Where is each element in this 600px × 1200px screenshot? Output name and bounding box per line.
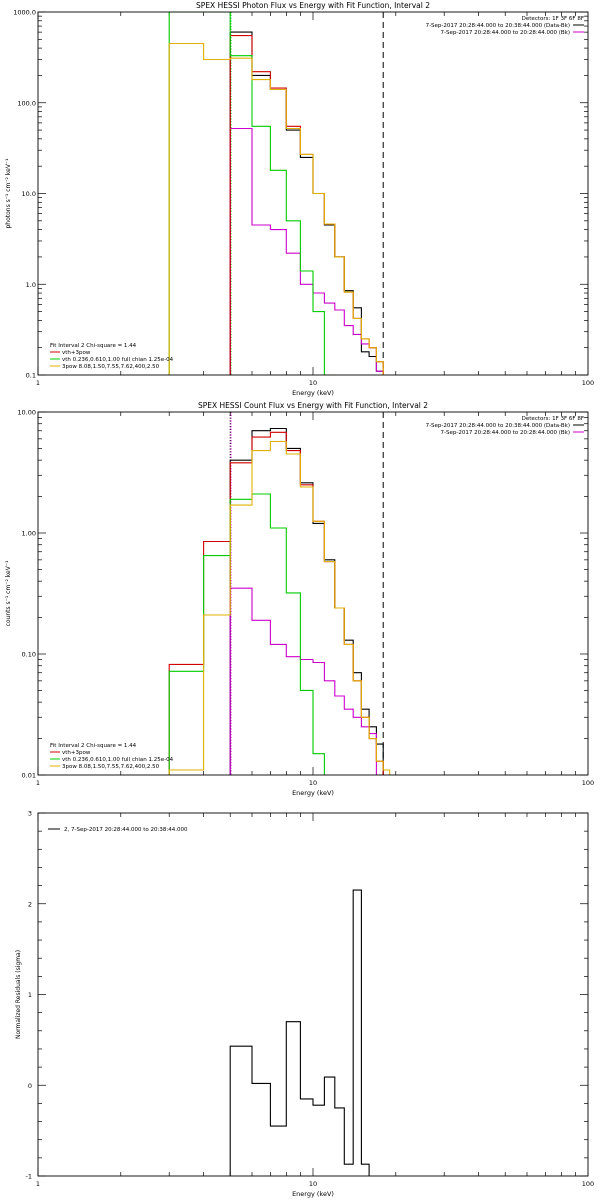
y-tick-label: -1 [26, 1173, 32, 1181]
legend-top-right-text: 7-Sep-2017 20:28:44.000 to 20:28:44.000 … [441, 430, 571, 436]
legend-top-right-text: Detectors: 1F 3F 6F 8F [522, 16, 584, 22]
y-tick-label: 1.0 [26, 281, 36, 289]
y-tick-label: 100.0 [17, 99, 36, 107]
legend-top-right-text: 7-Sep-2017 20:28:44.000 to 20:38:44.000 … [426, 23, 570, 29]
y-axis-label: Normalized Residuals (sigma) [15, 950, 22, 1039]
legend-bottom-left-text: vth+3pow [62, 350, 91, 356]
x-tick-label: 100 [582, 779, 594, 787]
legend-bottom-left-text: 3pow 8.08,1.50,7.55,7.62,400,2.50 [62, 764, 160, 770]
series-residuals [229, 889, 370, 1176]
x-axis-label: Energy (keV) [292, 789, 334, 797]
series-vth [168, 493, 325, 775]
y-tick-label: 0 [28, 1082, 32, 1090]
plot-area [229, 889, 370, 1176]
chart-title: SPEX HESSI Count Flux vs Energy with Fit… [198, 401, 428, 410]
series-vth [168, 12, 335, 375]
plot-area [168, 12, 384, 375]
x-axis-label: Energy (keV) [292, 389, 334, 397]
plot-frame [37, 812, 589, 1177]
plot-area [168, 412, 391, 775]
chart-panel-3: 1 10 100 Energy (keV) -1 0 1 2 3 Normalized Resid… [15, 810, 594, 1199]
legend-top-right-text: 7-Sep-2017 20:28:44.000 to 20:38:44.000 … [426, 423, 570, 429]
legend-bottom-left-text: vth 0.236,0.610,1.00 full chian 1.25e-04 [62, 357, 174, 363]
y-tick-label: 1.00 [22, 530, 36, 538]
y-tick-label: 10.0 [22, 190, 36, 198]
x-tick-label: 10 [309, 779, 317, 787]
x-tick-label: 10 [309, 379, 317, 387]
legend-bottom-left-text: 3pow 8.08,1.50,7.55,7.62,400,2.50 [62, 364, 160, 370]
x-tick-label: 1 [36, 779, 40, 787]
series-data-bk [229, 427, 384, 775]
x-tick-label: 1 [36, 379, 40, 387]
y-axis-label: counts s⁻¹ cm⁻² keV⁻¹ [5, 560, 12, 626]
legend-bottom-left-text: vth 0.236,0.610,1.00 full chian 1.25e-04 [62, 757, 174, 763]
series-bk [229, 127, 384, 375]
x-tick-label: 1 [36, 1180, 40, 1188]
series-vth-3pow [168, 431, 384, 775]
legend-bottom-left-text: vth+3pow [62, 750, 91, 756]
y-tick-label: 10.00 [17, 409, 36, 417]
legend-top-right-text: 7-Sep-2017 20:28:44.000 to 20:28:44.000 … [441, 30, 571, 36]
legend-bottom-left-text: Fit Interval 2 Chi-square = 1.44 [50, 343, 137, 349]
x-tick-label: 10 [309, 1180, 317, 1188]
x-tick-label: 100 [582, 1180, 594, 1188]
chart-panel-2: SPEX HESSI Count Flux vs Energy with Fit… [5, 401, 594, 797]
series-3pow [168, 42, 384, 375]
y-tick-label: 0.10 [22, 651, 36, 659]
legend-top-left-text: 2, 7-Sep-2017 20:28:44.000 to 20:38:44.0… [64, 827, 188, 833]
x-axis-label: Energy (keV) [292, 1190, 334, 1198]
plot-frame [37, 411, 589, 776]
series-data-bk [229, 31, 384, 375]
y-axis-label: photons s⁻¹ cm⁻² keV⁻¹ [5, 158, 12, 229]
plot-frame [37, 11, 589, 376]
y-tick-label: 2 [28, 900, 32, 908]
series-3pow [168, 440, 391, 775]
y-tick-label: 0.1 [26, 372, 36, 380]
chart-title: SPEX HESSI Photon Flux vs Energy with Fi… [196, 1, 430, 10]
legend-top-right-text: Detectors: 1F 3F 6F 8F [522, 416, 584, 422]
x-tick-label: 100 [582, 379, 594, 387]
legend-bottom-left-text: Fit Interval 2 Chi-square = 1.44 [50, 743, 137, 749]
chart-panel-1: SPEX HESSI Photon Flux vs Energy with Fi… [5, 1, 594, 397]
series-bk [229, 587, 384, 775]
series-vth-3pow [229, 35, 384, 375]
y-tick-label: 1000.0 [13, 9, 36, 17]
y-tick-label: 3 [28, 810, 32, 818]
y-tick-label: 1 [28, 991, 32, 999]
y-tick-label: 0.01 [22, 772, 36, 780]
